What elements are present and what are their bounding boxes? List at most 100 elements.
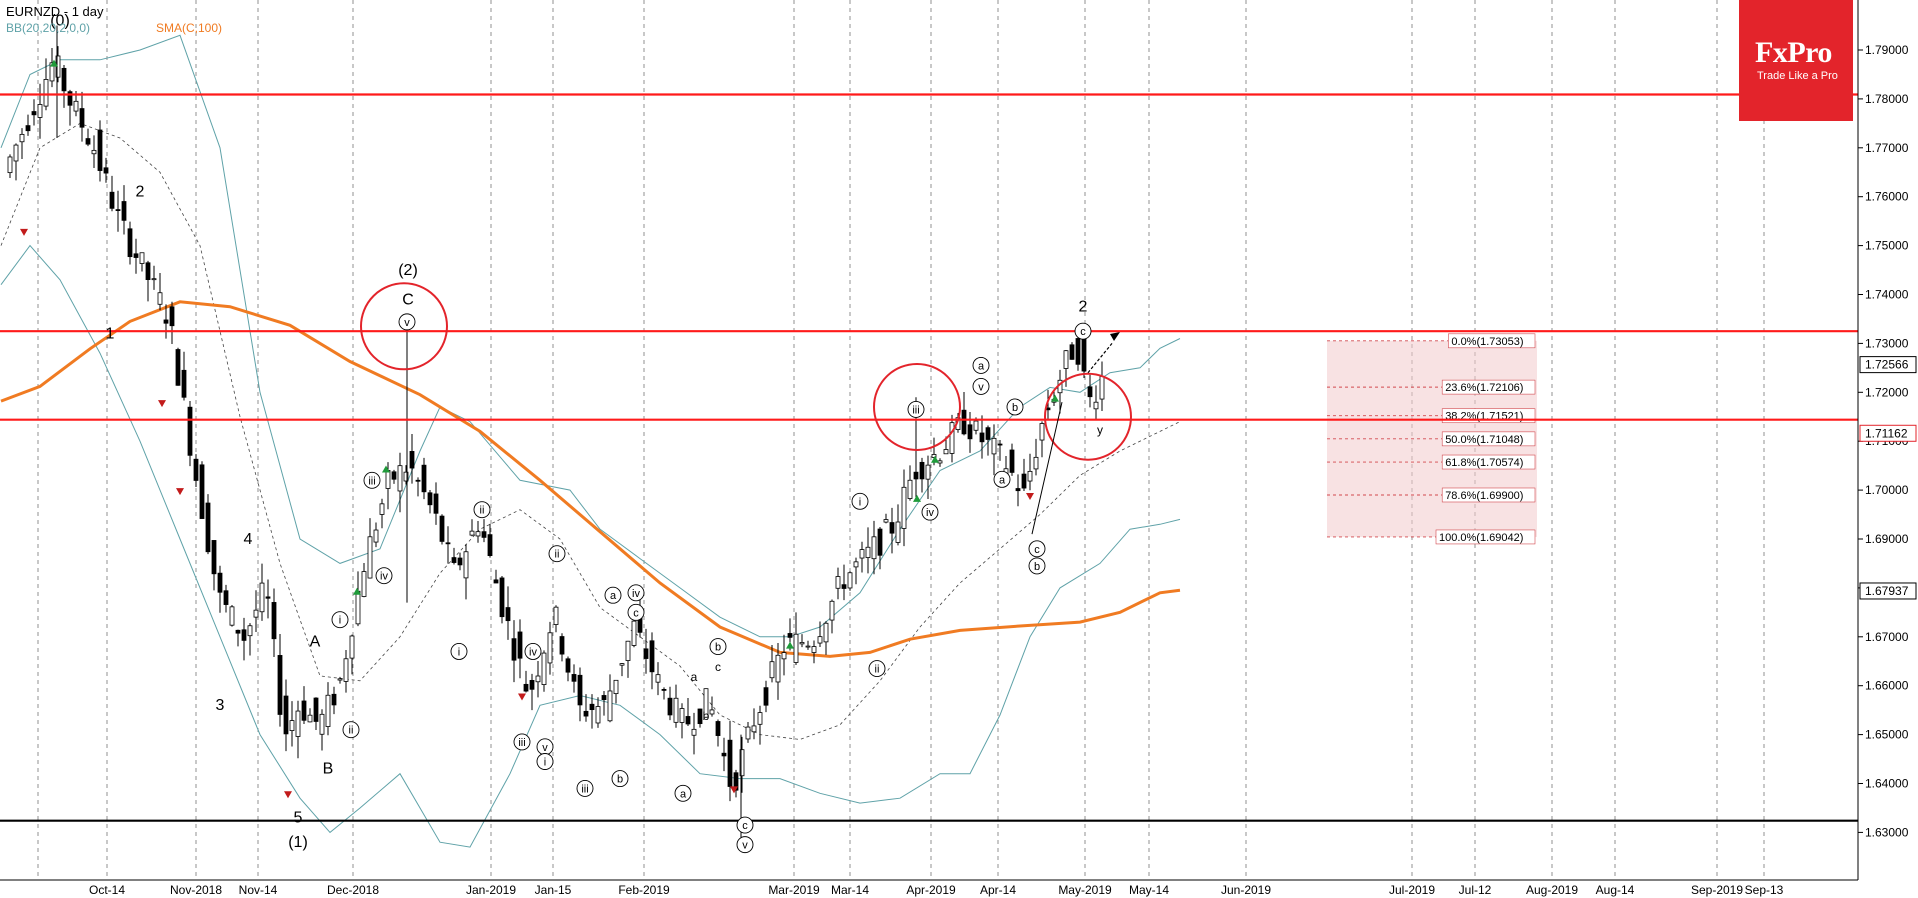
candle-bull bbox=[361, 571, 367, 597]
candle-bull bbox=[295, 710, 301, 737]
fib-label-box bbox=[1448, 333, 1536, 349]
circled-wave-label: iii bbox=[368, 475, 375, 487]
date-tick-label: Mar-2019 bbox=[768, 883, 820, 897]
price-tick-label: 1.73000 bbox=[1865, 336, 1909, 350]
date-tick-label: Oct-14 bbox=[89, 883, 125, 897]
symbol-title: EURNZD - 1 day bbox=[6, 4, 104, 19]
candle-bull bbox=[829, 600, 835, 621]
candle-bull bbox=[691, 728, 697, 736]
candle-bear bbox=[511, 638, 517, 661]
candle-bear bbox=[517, 631, 523, 659]
signal-arrows bbox=[20, 59, 1059, 799]
wave-circle bbox=[627, 584, 645, 602]
candle-bear bbox=[661, 689, 667, 691]
price-box bbox=[1859, 582, 1917, 600]
candle-bull bbox=[895, 521, 901, 543]
candle-bear bbox=[979, 432, 985, 443]
date-tick-label: Feb-2019 bbox=[618, 883, 670, 897]
fib-label-box bbox=[1441, 431, 1536, 447]
circled-wave-label: b bbox=[617, 774, 623, 786]
date-tick-label: Mar-14 bbox=[831, 883, 869, 897]
candle-bear bbox=[493, 579, 499, 584]
projection-arrowhead bbox=[1110, 332, 1120, 341]
circled-wave-label: c bbox=[1080, 326, 1086, 338]
date-tick-label: Nov-14 bbox=[239, 883, 278, 897]
bb-label: BB(20,20,2,0,0) bbox=[6, 21, 90, 35]
fxpro-logo[interactable]: FxPro Trade Like a Pro bbox=[1739, 0, 1853, 121]
signal-down-arrow bbox=[730, 786, 738, 794]
price-box-label: 1.72566 bbox=[1865, 358, 1909, 372]
candle-bull bbox=[367, 536, 373, 579]
candle-bull bbox=[823, 622, 829, 643]
candles bbox=[7, 25, 1105, 838]
wave-label: 1 bbox=[106, 326, 115, 343]
candle-bear bbox=[565, 658, 571, 673]
candle-bear bbox=[283, 695, 289, 735]
candle-bull bbox=[7, 156, 13, 174]
circled-wave-label: a bbox=[680, 788, 687, 800]
candle-bull bbox=[1099, 375, 1105, 400]
wave-label: C bbox=[402, 291, 414, 308]
circled-wave-label: c bbox=[633, 607, 639, 619]
candle-bear bbox=[193, 458, 199, 481]
candle-bull bbox=[259, 582, 265, 613]
candle-bull bbox=[799, 642, 805, 645]
circled-wave-label: v bbox=[978, 381, 984, 393]
brand-name: FxPro bbox=[1755, 36, 1832, 69]
signal-down-arrow bbox=[176, 488, 184, 496]
wave-circle bbox=[627, 603, 645, 621]
candle-bull bbox=[373, 529, 379, 543]
candle-bear bbox=[265, 596, 271, 599]
candle-bull bbox=[349, 635, 355, 659]
horizontal-levels bbox=[0, 93, 1858, 822]
candle-bear bbox=[331, 693, 337, 706]
candle-bear bbox=[451, 557, 457, 563]
candle-bear bbox=[727, 739, 733, 787]
candle-bear bbox=[505, 607, 511, 622]
price-tick-label: 1.75000 bbox=[1865, 239, 1909, 253]
fibonacci-zone: 0.0%(1.73053) 23.6%(1.72106) 38.2%(1.71521… bbox=[1327, 333, 1537, 545]
signal-up-arrow bbox=[353, 587, 361, 595]
candle-bear bbox=[115, 209, 121, 211]
circled-wave-label: ii bbox=[555, 549, 560, 561]
candle-bear bbox=[685, 716, 691, 725]
price-tick-label: 1.64000 bbox=[1865, 777, 1909, 791]
circled-wave-label: i bbox=[859, 496, 861, 508]
candle-bear bbox=[277, 655, 283, 715]
date-tick-label: Aug-14 bbox=[1596, 883, 1635, 897]
wave-circle bbox=[473, 501, 491, 519]
wave-circle bbox=[524, 643, 542, 660]
candle-bull bbox=[289, 720, 295, 732]
candle-bear bbox=[487, 534, 493, 556]
price-tick-label: 1.66000 bbox=[1865, 679, 1909, 693]
signal-up-arrow bbox=[382, 465, 390, 473]
candle-bull bbox=[379, 503, 385, 515]
candle-bull bbox=[865, 546, 871, 558]
candle-bull bbox=[1033, 456, 1039, 470]
date-tick-label: Jun-2019 bbox=[1221, 883, 1271, 897]
signal-down-arrow bbox=[1026, 492, 1034, 500]
wave-circle bbox=[611, 770, 629, 788]
candle-bear bbox=[667, 697, 673, 716]
wave-circle bbox=[576, 779, 594, 797]
brand-tagline: Trade Like a Pro bbox=[1757, 70, 1838, 82]
candle-bear bbox=[877, 528, 883, 556]
wave-label: (1) bbox=[288, 834, 308, 851]
circled-wave-label: b bbox=[1034, 561, 1040, 573]
candle-bull bbox=[871, 536, 877, 560]
fib-label: 78.6%(1.69900) bbox=[1445, 490, 1523, 502]
circled-wave-label: c bbox=[742, 820, 748, 832]
date-tick-label: Jul-2019 bbox=[1389, 883, 1435, 897]
candle-bull bbox=[931, 454, 937, 458]
candle-bear bbox=[271, 602, 277, 640]
wave-circle bbox=[342, 721, 360, 739]
signal-down-arrow bbox=[20, 228, 28, 236]
highlight-circle bbox=[1044, 372, 1132, 461]
candle-bull bbox=[325, 694, 331, 727]
bb-lower-line bbox=[0, 244, 1181, 848]
signal-up-arrow bbox=[786, 641, 794, 649]
candle-bear bbox=[1021, 473, 1027, 489]
candle-bear bbox=[1069, 344, 1075, 360]
wave-label: 4 bbox=[244, 531, 253, 548]
